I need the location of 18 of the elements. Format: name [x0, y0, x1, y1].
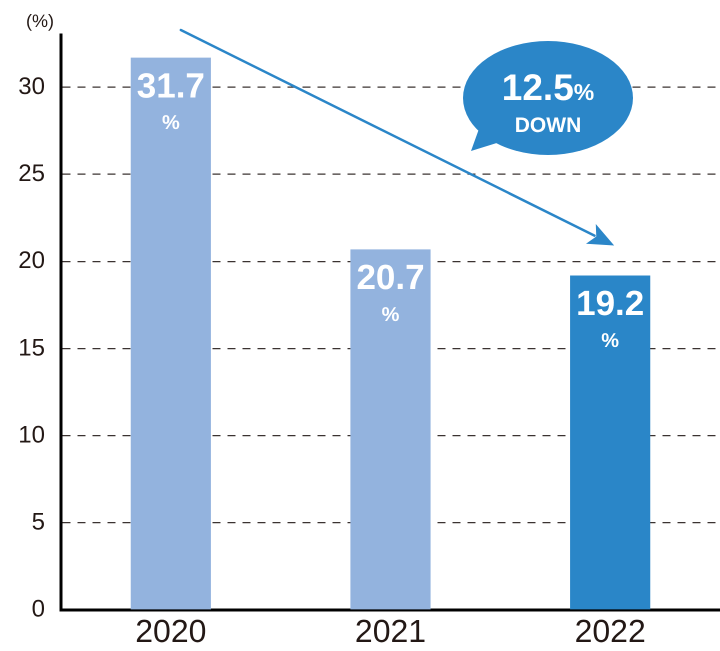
data-label: 19.2%: [576, 284, 644, 352]
y-tick-label: 10: [18, 421, 45, 448]
y-tick-label: 25: [18, 160, 45, 188]
y-tick-label: 15: [18, 334, 45, 362]
y-tick-label: 0: [32, 596, 45, 623]
bar: [570, 275, 650, 610]
x-tick-label: 2021: [354, 613, 426, 650]
y-axis-title: (%): [26, 10, 54, 31]
x-tick-label: 2020: [135, 613, 206, 650]
annotation: 12.5% DOWN: [500, 67, 596, 138]
y-tick-label: 20: [18, 247, 45, 274]
data-label: 31.7%: [136, 66, 205, 134]
bar: [130, 58, 211, 610]
bar: [350, 249, 431, 610]
y-tick-label: 5: [32, 508, 45, 536]
y-tick-label: 30: [18, 72, 45, 100]
x-tick-label: 2022: [574, 613, 646, 650]
data-label: 20.7%: [356, 258, 425, 326]
